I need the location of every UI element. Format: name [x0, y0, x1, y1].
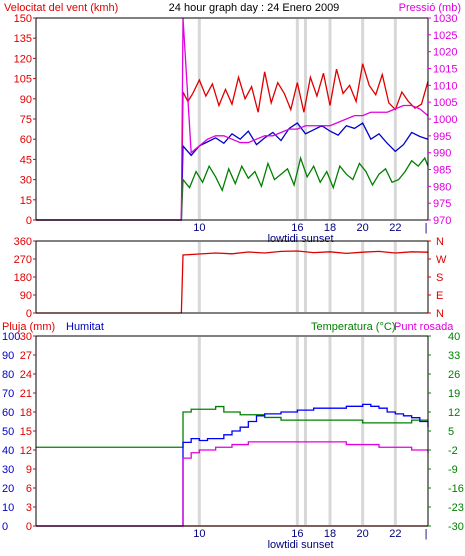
humidity-axis-label: 20: [2, 483, 14, 495]
humidity-axis-label: 40: [2, 445, 14, 457]
direction-axis-tick-label: 360: [14, 236, 32, 248]
sunset-label: lowtidi sunset: [268, 233, 334, 245]
dewpoint-series: [36, 441, 429, 527]
rain-axis-label: 24: [20, 369, 32, 381]
wind-axis-tick-label: 150: [14, 13, 32, 25]
rain-axis-label: 30: [20, 331, 32, 343]
wind_min-series: [36, 155, 429, 221]
wind-axis-tick-label: 45: [20, 154, 32, 166]
time-tick-label: 18: [324, 222, 336, 234]
wind-axis-tick-label: 15: [20, 195, 32, 207]
temperature-series: [36, 405, 428, 448]
pressure-axis-tick-label: 1010: [433, 80, 457, 92]
humidity-axis-label: 70: [2, 388, 14, 400]
pressure-axis-tick-label: 1025: [433, 30, 457, 42]
pressure-axis-tick-label: 990: [433, 148, 451, 160]
time-tick-label: 18: [324, 528, 336, 540]
direction-axis-tick-label: 270: [14, 254, 32, 266]
time-tick-label: 10: [193, 222, 205, 234]
pressure-axis-tick-label: 1030: [433, 13, 457, 25]
compass-axis-tick-label: N: [436, 236, 444, 248]
rain-axis-label: 15: [20, 426, 32, 438]
time-tick-label: 20: [357, 528, 369, 540]
pressure-axis-tick-label: 995: [433, 131, 451, 143]
sunset-label: lowtidi sunset: [268, 539, 334, 551]
wind_avg-series: [36, 122, 429, 221]
rain-label: Pluja (mm): [2, 321, 55, 333]
time-tick-label: 16: [291, 528, 303, 540]
humidity-axis-label: 100: [2, 331, 20, 343]
temperature-axis-tick-label: -16: [448, 483, 464, 495]
rain-axis-label: 18: [20, 407, 32, 419]
direction-series: [36, 250, 429, 314]
rain-axis-label: 0: [26, 521, 32, 533]
compass-axis-tick-label: W: [436, 254, 447, 266]
humidity-label: Humitat: [66, 321, 104, 333]
wind-panel-frame: [35, 17, 429, 221]
humidity-axis-label: 30: [2, 464, 14, 476]
rain-axis-label: 6: [26, 483, 32, 495]
temperature-axis-tick-label: 33: [448, 350, 460, 362]
wind-axis-tick-label: 90: [20, 94, 32, 106]
rain-axis-label: 9: [26, 464, 32, 476]
temperature-axis-tick-label: 12: [448, 407, 460, 419]
temperature-axis-tick-label: -23: [448, 502, 464, 514]
time-end-label: |: [425, 222, 428, 234]
rain-axis-label: 3: [26, 502, 32, 514]
pressure-axis-tick-label: 980: [433, 181, 451, 193]
wind-series: [36, 63, 429, 221]
temperature-label: Temperatura (°C): [311, 321, 395, 333]
wind-axis-tick-label: 105: [14, 74, 32, 86]
time-end-label: |: [425, 528, 428, 540]
temperature-axis-tick-label: 26: [448, 369, 460, 381]
compass-axis-tick-label: E: [436, 290, 443, 302]
time-tick-label: 20: [357, 222, 369, 234]
pressure-axis-tick-label: 985: [433, 165, 451, 177]
humidity-axis-label: 10: [2, 502, 14, 514]
compass-axis-tick-label: N: [436, 308, 444, 320]
wind-axis-tick-label: 60: [20, 134, 32, 146]
pressure-series: [36, 17, 429, 221]
rain-axis-label: 27: [20, 350, 32, 362]
pressure-axis-tick-label: 975: [433, 198, 451, 210]
pressure-axis-tick-label: 1015: [433, 64, 457, 76]
temperature-axis-tick-label: -9: [448, 464, 458, 476]
pressure-title: Pressió (mb): [399, 2, 461, 14]
temperature-axis-tick-label: -30: [448, 521, 464, 533]
wind-axis-tick-label: 75: [20, 114, 32, 126]
graph-title: 24 hour graph day : 24 Enero 2009: [169, 2, 340, 14]
humidity-series: [36, 403, 429, 527]
pressure-axis-tick-label: 1020: [433, 47, 457, 59]
wind-axis-tick-label: 0: [26, 215, 32, 227]
pressure-axis-tick-label: 1000: [433, 114, 457, 126]
time-tick-label: 16: [291, 222, 303, 234]
direction-axis-tick-label: 90: [20, 290, 32, 302]
wind-speed-title: Velocitat del vent (kmh): [4, 2, 118, 14]
temperature-axis-tick-label: -2: [448, 445, 458, 457]
temperature-axis-tick-label: 40: [448, 331, 460, 343]
time-tick-label: 10: [193, 528, 205, 540]
pressure-axis-tick-label: 970: [433, 215, 451, 227]
pressure-axis-tick-label: 1005: [433, 97, 457, 109]
time-tick-label: 22: [389, 528, 401, 540]
humidity-axis-label: 90: [2, 350, 14, 362]
humidity-axis-label: 60: [2, 407, 14, 419]
rain-axis-label: 12: [20, 445, 32, 457]
humidity-axis-label: 0: [2, 521, 8, 533]
compass-axis-tick-label: S: [436, 272, 443, 284]
rain-axis-label: 21: [20, 388, 32, 400]
temperature-axis-tick-label: 19: [448, 388, 460, 400]
temperature-axis-tick-label: 5: [448, 426, 454, 438]
time-tick-label: 22: [389, 222, 401, 234]
wind-axis-tick-label: 135: [14, 33, 32, 45]
direction-axis-tick-label: 0: [26, 308, 32, 320]
humidity-axis-label: 80: [2, 369, 14, 381]
wind-axis-tick-label: 30: [20, 175, 32, 187]
wind-axis-tick-label: 120: [14, 53, 32, 65]
dewpoint-label: Punt rosada: [394, 321, 454, 333]
humidity-axis-label: 50: [2, 426, 14, 438]
direction-axis-tick-label: 180: [14, 272, 32, 284]
